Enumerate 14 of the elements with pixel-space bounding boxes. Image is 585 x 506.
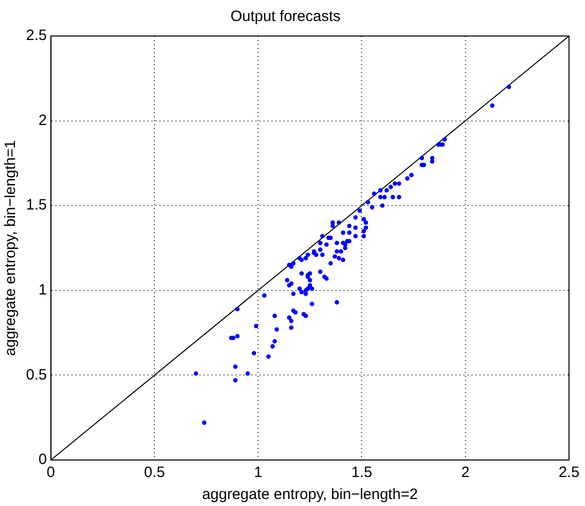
y-axis-title: aggregate entropy, bin−length=1 xyxy=(2,140,20,356)
y-tick-label: 0 xyxy=(38,451,47,468)
y-tick-label: 1 xyxy=(38,282,47,299)
chart-title: Output forecasts xyxy=(230,8,341,26)
y-tick-label: 1.5 xyxy=(26,196,47,214)
y-tick-label: 2.5 xyxy=(26,27,47,44)
y-tick-label: 0.5 xyxy=(26,366,47,384)
x-tick-label: 1 xyxy=(254,464,262,482)
x-tick-label: 1.5 xyxy=(351,464,372,482)
x-axis-title: aggregate entropy, bin−length=2 xyxy=(202,486,418,504)
x-tick-label: 2.5 xyxy=(558,464,580,482)
y-tick-label: 2 xyxy=(38,112,47,129)
x-tick-label: 0.5 xyxy=(144,464,165,482)
x-tick-label: 2 xyxy=(461,464,470,482)
